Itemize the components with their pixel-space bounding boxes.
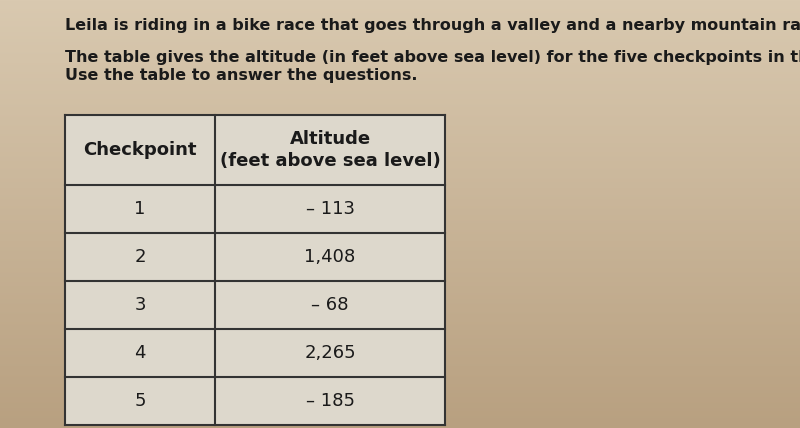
Text: – 113: – 113: [306, 200, 354, 218]
Text: 2,265: 2,265: [304, 344, 356, 362]
Text: Altitude
(feet above sea level): Altitude (feet above sea level): [220, 130, 440, 170]
Text: Checkpoint: Checkpoint: [83, 141, 197, 159]
Text: The table gives the altitude (in feet above sea level) for the five checkpoints : The table gives the altitude (in feet ab…: [65, 50, 800, 65]
Bar: [65, 115, 445, 425]
Text: 1,408: 1,408: [304, 248, 356, 266]
Text: 4: 4: [134, 344, 146, 362]
Text: 3: 3: [134, 296, 146, 314]
Text: 5: 5: [134, 392, 146, 410]
Text: Use the table to answer the questions.: Use the table to answer the questions.: [65, 68, 418, 83]
Text: Leila is riding in a bike race that goes through a valley and a nearby mountain : Leila is riding in a bike race that goes…: [65, 18, 800, 33]
Text: – 185: – 185: [306, 392, 354, 410]
Text: 2: 2: [134, 248, 146, 266]
Text: – 68: – 68: [311, 296, 349, 314]
Text: 1: 1: [134, 200, 146, 218]
